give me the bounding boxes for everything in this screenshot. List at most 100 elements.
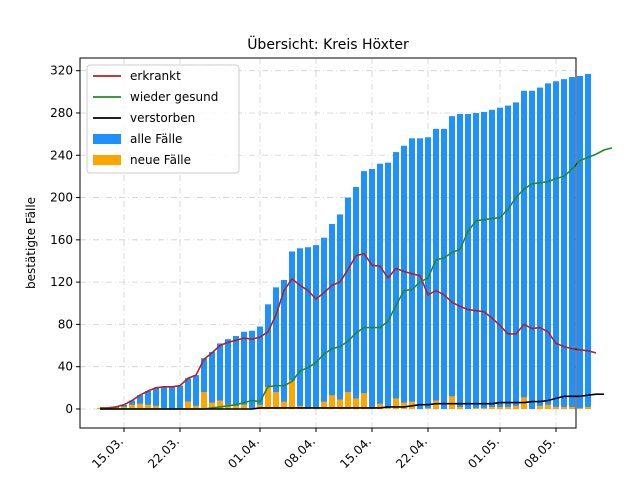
plot-frame	[79, 57, 577, 429]
bar-alle-faelle	[193, 375, 199, 409]
x-axis-ticks: 15.03. 22.03. 01.04. 08.04. 15.04. 22.04. 01.0…	[89, 428, 558, 471]
bar-neue-faelle	[585, 406, 591, 409]
bar-neue-faelle	[337, 399, 343, 409]
bar-neue-faelle	[153, 405, 159, 409]
bars-alle-faelle	[97, 73, 591, 409]
bar-neue-faelle	[505, 406, 511, 409]
bar-alle-faelle	[465, 114, 471, 409]
x-tick-label: 01.04.	[225, 434, 262, 471]
y-tick-label: 40	[58, 360, 73, 374]
bar-alle-faelle	[529, 90, 535, 409]
bar-neue-faelle	[217, 400, 223, 409]
bar-neue-faelle	[449, 396, 455, 409]
bar-alle-faelle	[481, 111, 487, 409]
bar-alle-faelle	[177, 385, 183, 409]
y-tick-label: 280	[50, 106, 73, 120]
line-verstorben	[100, 393, 604, 410]
bar-neue-faelle	[497, 406, 503, 409]
bar-alle-faelle	[145, 391, 151, 409]
bar-neue-faelle	[193, 405, 199, 409]
bar-alle-faelle	[281, 280, 287, 409]
y-axis-ticks: 0 40 80 120 160 200 240 280 320	[50, 64, 80, 416]
bar-alle-faelle	[473, 112, 479, 409]
bar-neue-faelle	[457, 406, 463, 409]
chart-title: Übersicht: Kreis Höxter	[247, 35, 409, 53]
bar-neue-faelle	[145, 404, 151, 409]
bar-alle-faelle	[153, 387, 159, 409]
bar-neue-faelle	[481, 407, 487, 409]
bar-alle-faelle	[489, 109, 495, 409]
x-tick-label: 01.05.	[465, 434, 502, 471]
bar-neue-faelle	[353, 398, 359, 409]
bar-neue-faelle	[433, 400, 439, 409]
y-tick-label: 320	[50, 64, 73, 78]
bar-alle-faelle	[457, 114, 463, 409]
bar-alle-faelle	[425, 137, 431, 409]
series-lines	[100, 147, 613, 410]
bar-alle-faelle	[217, 343, 223, 409]
bar-alle-faelle	[577, 75, 583, 409]
bar-alle-faelle	[337, 214, 343, 409]
legend-label: erkrankt	[130, 69, 181, 83]
bar-alle-faelle	[497, 107, 503, 409]
bar-neue-faelle	[225, 404, 231, 409]
legend-bar-swatch	[93, 155, 121, 165]
bar-neue-faelle	[129, 404, 135, 409]
x-tick-label: 08.05.	[521, 434, 558, 471]
bar-alle-faelle	[449, 116, 455, 409]
x-tick-label: 22.04.	[393, 434, 430, 471]
y-tick-label: 120	[50, 275, 73, 289]
y-tick-label: 160	[50, 233, 73, 247]
legend-label: alle Fälle	[130, 132, 182, 146]
bar-alle-faelle	[321, 237, 327, 409]
bar-alle-faelle	[249, 330, 255, 409]
bar-neue-faelle	[209, 402, 215, 409]
bar-neue-faelle	[385, 407, 391, 409]
bar-neue-faelle	[345, 392, 351, 409]
bar-alle-faelle	[377, 163, 383, 409]
bar-neue-faelle	[281, 401, 287, 409]
bar-alle-faelle	[137, 395, 143, 409]
x-tick-label: 15.03.	[89, 434, 126, 471]
line-erkrankt	[100, 252, 597, 409]
bar-alle-faelle	[257, 326, 263, 409]
bar-neue-faelle	[361, 393, 367, 409]
bar-neue-faelle	[289, 380, 295, 409]
x-tick-label: 15.04.	[337, 434, 374, 471]
bar-neue-faelle	[569, 406, 575, 409]
legend-bar-swatch	[93, 134, 121, 144]
bar-neue-faelle	[537, 405, 543, 409]
bar-alle-faelle	[297, 248, 303, 409]
bar-alle-faelle	[345, 197, 351, 409]
y-tick-label: 0	[65, 402, 73, 416]
bar-neue-faelle	[553, 406, 559, 409]
bar-alle-faelle	[209, 351, 215, 409]
bar-neue-faelle	[273, 392, 279, 409]
bar-alle-faelle	[417, 138, 423, 409]
bar-alle-faelle	[585, 73, 591, 409]
bar-neue-faelle	[329, 395, 335, 409]
bar-alle-faelle	[233, 336, 239, 409]
legend-label: wieder gesund	[130, 90, 218, 104]
bar-alle-faelle	[513, 102, 519, 409]
bar-neue-faelle	[185, 401, 191, 409]
legend-box	[86, 64, 240, 174]
y-tick-label: 200	[50, 191, 73, 205]
bar-alle-faelle	[433, 128, 439, 409]
bar-alle-faelle	[185, 378, 191, 409]
bar-alle-faelle	[521, 90, 527, 409]
bar-neue-faelle	[265, 386, 271, 409]
bar-neue-faelle	[377, 403, 383, 409]
bar-alle-faelle	[225, 339, 231, 409]
bar-neue-faelle	[577, 407, 583, 409]
bar-neue-faelle	[561, 406, 567, 409]
bar-alle-faelle	[169, 386, 175, 409]
y-tick-label: 240	[50, 148, 73, 162]
legend-label: verstorben	[130, 111, 195, 125]
bar-neue-faelle	[241, 404, 247, 409]
bar-alle-faelle	[369, 169, 375, 409]
bar-neue-faelle	[425, 407, 431, 409]
bar-alle-faelle	[273, 287, 279, 409]
bar-neue-faelle	[545, 404, 551, 409]
legend-label: neue Fälle	[130, 153, 191, 167]
